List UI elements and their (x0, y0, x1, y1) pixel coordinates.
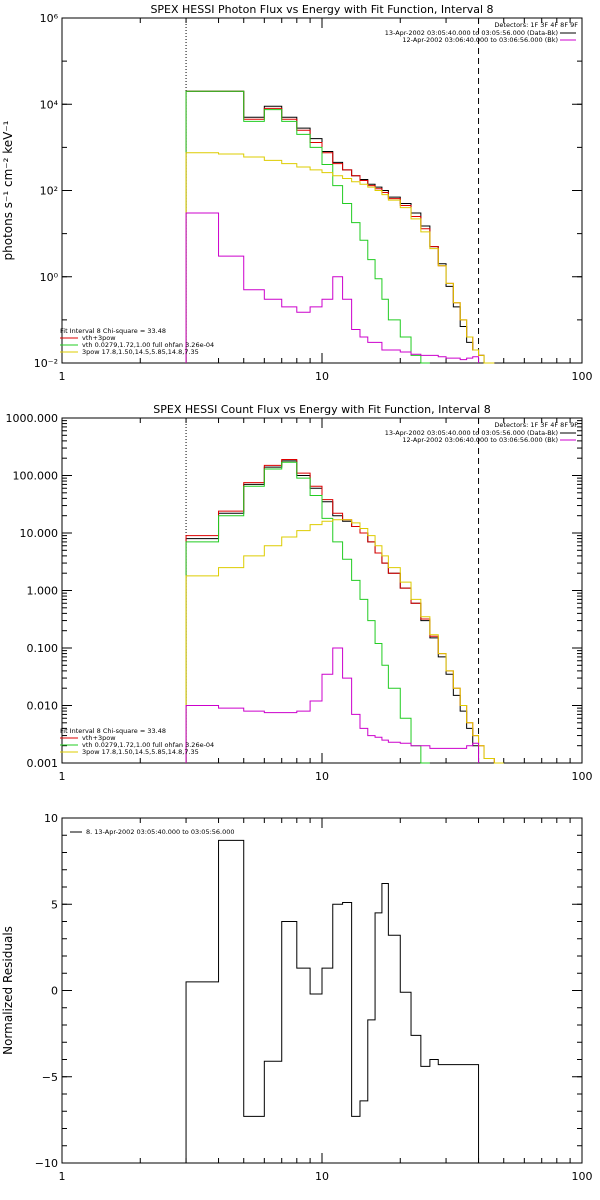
series-8-13-apr-2002-03-05-40-000-to-03-05-56-000 (185, 839, 480, 1163)
y-axis-label: Normalized Residuals (1, 926, 15, 1055)
y-tick-label: 0.001 (27, 757, 59, 770)
chart-title: SPEX HESSI Photon Flux vs Energy with Fi… (150, 3, 493, 16)
y-tick-label: 10² (40, 185, 58, 198)
series-bk (185, 647, 480, 763)
y-tick-label: 10 (44, 812, 58, 825)
y-tick-label: −5 (42, 1071, 58, 1084)
series-data-bk (185, 90, 485, 363)
y-tick-label: 5 (51, 898, 58, 911)
plot-frame (61, 17, 583, 364)
y-tick-label: 10⁻² (34, 357, 58, 370)
fit-legend-header: Fit Interval 8 Chi-square = 33.48 (60, 327, 166, 335)
y-tick-label: 1000.000 (6, 412, 59, 425)
fit-legend-label: 3pow 17.8,1.50,14.5,5.85,14.8,7.35 (82, 348, 199, 356)
chart-2: SPEX HESSI Count Flux vs Energy with Fit… (6, 403, 593, 783)
fit-legend-label: 3pow 17.8,1.50,14.5,5.85,14.8,7.35 (82, 748, 199, 756)
y-tick-label: −10 (35, 1157, 58, 1170)
fit-legend-label: vth+3pow (82, 334, 116, 342)
fit-legend-header: Fit Interval 8 Chi-square = 33.48 (60, 727, 166, 735)
y-tick-label: 0 (51, 985, 58, 998)
legend-label: 8. 13-Apr-2002 03:05:40.000 to 03:05:56.… (86, 828, 235, 836)
fit-legend-label: vth+3pow (82, 734, 116, 742)
plot-frame (61, 417, 583, 764)
x-tick-label: 10 (315, 770, 329, 783)
x-tick-label: 100 (572, 370, 593, 383)
series-3pow (185, 519, 504, 764)
interval-label: 12-Apr-2002 03:06:40.000 to 03:06:56.000… (402, 436, 558, 444)
interval-label: 13-Apr-2002 03:05:40.000 to 03:05:56.000… (385, 29, 558, 37)
detectors-label: Detectors: 1F 3F 4F 8F 9F (494, 21, 578, 29)
x-tick-label: 100 (572, 770, 593, 783)
x-tick-label: 10 (315, 1170, 329, 1183)
x-tick-label: 1 (59, 370, 66, 383)
chart-1: SPEX HESSI Photon Flux vs Energy with Fi… (1, 3, 593, 383)
y-tick-label: 10⁶ (40, 12, 59, 25)
chart-title: SPEX HESSI Count Flux vs Energy with Fit… (153, 403, 490, 416)
interval-label: 13-Apr-2002 03:05:40.000 to 03:05:56.000… (385, 429, 558, 437)
interval-label: 12-Apr-2002 03:06:40.000 to 03:06:56.000… (402, 36, 558, 44)
series-vth (185, 461, 430, 764)
series-vth-3pow (185, 90, 495, 364)
y-tick-label: 10⁴ (40, 98, 59, 111)
series-3pow (185, 152, 495, 364)
y-tick-label: 0.100 (27, 642, 59, 655)
fit-legend-label: vth 0.0279,1.72,1.00 full ohfan 3.26e-04 (82, 341, 214, 349)
fit-legend-label: vth 0.0279,1.72,1.00 full ohfan 3.26e-04 (82, 741, 214, 749)
y-tick-label: 100.000 (13, 470, 59, 483)
series-vth (185, 90, 430, 364)
detectors-label: Detectors: 1F 3F 4F 8F 9F (494, 421, 578, 429)
y-tick-label: 1.000 (27, 585, 59, 598)
y-tick-label: 0.010 (27, 700, 59, 713)
y-tick-label: 10⁰ (40, 271, 59, 284)
series-bk (185, 212, 480, 363)
chart-3: 1 10 100 −10 −5 0 5 10 Normalized Residuals 8. 13… (1, 812, 593, 1183)
y-axis-label: photons s⁻¹ cm⁻² keV⁻¹ (1, 120, 15, 260)
x-tick-label: 1 (59, 1170, 66, 1183)
x-tick-label: 10 (315, 370, 329, 383)
x-tick-label: 1 (59, 770, 66, 783)
series-vth-3pow (185, 458, 495, 763)
x-tick-label: 100 (572, 1170, 593, 1183)
y-tick-label: 10.000 (20, 527, 59, 540)
